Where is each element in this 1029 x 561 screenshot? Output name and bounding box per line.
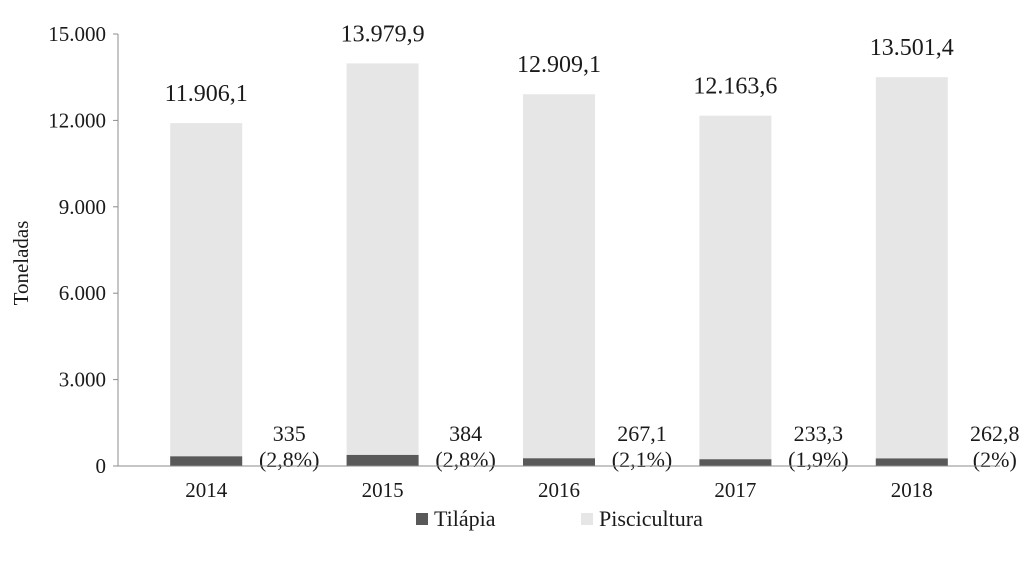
tilapia-value-label: 233,3: [794, 421, 844, 446]
plot-area: 03.0006.0009.00012.00015.00011.906,1335(…: [48, 21, 1019, 502]
bar-tilapia: [699, 459, 772, 466]
tilapia-share-label: (1,9%): [788, 447, 848, 472]
bar-piscicultura: [346, 63, 419, 467]
bar-piscicultura: [699, 115, 772, 466]
x-tick-label: 2014: [185, 478, 228, 502]
total-value-label: 11.906,1: [165, 81, 248, 107]
legend-label: Tilápia: [434, 506, 496, 531]
legend-label: Piscicultura: [599, 506, 703, 531]
tilapia-share-label: (2%): [973, 447, 1017, 472]
y-tick-label: 6.000: [59, 281, 106, 305]
bar-tilapia: [346, 454, 419, 466]
y-tick-label: 12.000: [48, 108, 106, 132]
total-value-label: 12.909,1: [517, 52, 601, 78]
bar-tilapia: [170, 456, 243, 466]
bar-tilapia: [523, 458, 595, 466]
tilapia-value-label: 335: [273, 421, 306, 446]
bar-piscicultura: [523, 94, 595, 466]
y-axis-title: Toneladas: [9, 221, 33, 306]
legend: Tilápia Piscicultura: [416, 506, 703, 531]
tilapia-value-label: 262,8: [970, 421, 1020, 446]
x-tick-label: 2016: [538, 478, 580, 502]
y-tick-label: 3.000: [59, 368, 106, 392]
tilapia-share-label: (2,8%): [259, 447, 319, 472]
y-tick-label: 15.000: [48, 22, 106, 46]
y-tick-label: 9.000: [59, 195, 106, 219]
legend-swatch: [581, 513, 593, 525]
total-value-label: 13.979,9: [341, 21, 425, 47]
tilapia-share-label: (2,1%): [612, 447, 672, 472]
tilapia-value-label: 384: [449, 421, 482, 446]
legend-swatch: [416, 513, 428, 525]
total-value-label: 13.501,4: [870, 35, 954, 61]
x-tick-label: 2017: [714, 478, 756, 502]
x-tick-label: 2015: [362, 478, 404, 502]
bar-tilapia: [875, 458, 948, 466]
y-tick-label: 0: [96, 454, 107, 478]
x-tick-label: 2018: [891, 478, 933, 502]
tilapia-share-label: (2,8%): [435, 447, 495, 472]
bar-piscicultura: [875, 77, 948, 467]
tilapia-value-label: 267,1: [617, 421, 667, 446]
total-value-label: 12.163,6: [693, 74, 777, 100]
bar-piscicultura: [170, 123, 243, 467]
